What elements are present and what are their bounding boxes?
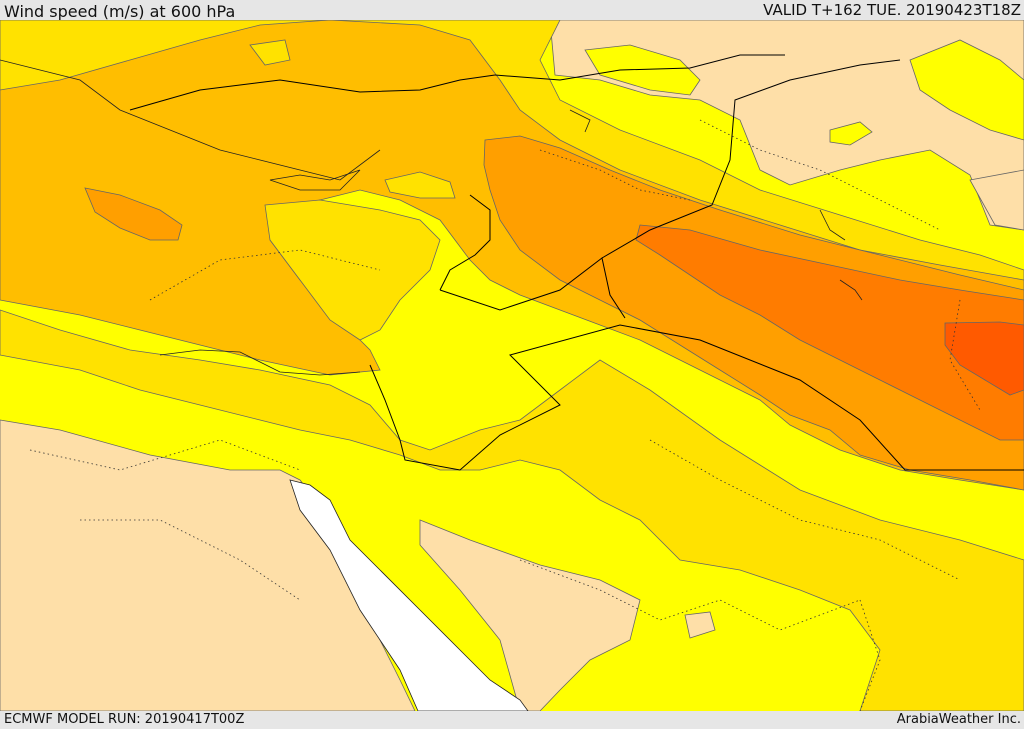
wind-band-orange-west [84, 187, 183, 241]
wind-band-orange [483, 135, 1024, 491]
wind-band-lightest-arabia [419, 519, 641, 711]
sea-white [289, 479, 529, 711]
wind-band-gold-island-2 [384, 171, 456, 199]
wind-band-dark-orange [635, 224, 1024, 441]
wind-speed-map [0, 20, 1024, 711]
wind-band-yellow-ne-3 [909, 39, 1024, 141]
wind-band-lightest-small-e [969, 169, 1024, 231]
wind-band-gold-island-1 [264, 199, 441, 341]
wind-band-red-orange [944, 321, 1024, 396]
country-borders [129, 54, 1024, 471]
model-run: ECMWF MODEL RUN: 20190417T00Z [4, 712, 245, 727]
valid-time: VALID T+162 TUE. 20190423T18Z [763, 1, 1021, 19]
wind-band-yellow-ne-1 [584, 44, 701, 96]
internal-borders [29, 119, 981, 711]
wind-band-yellow-ne-2 [829, 121, 873, 146]
map-canvas [0, 20, 1024, 711]
map-title: Wind speed (m/s) at 600 hPa [4, 2, 236, 21]
header-bar: Wind speed (m/s) at 600 hPa VALID T+162 … [0, 0, 1024, 21]
coastlines [0, 59, 863, 376]
wind-band-gold [0, 309, 1024, 711]
footer-bar: ECMWF MODEL RUN: 20190417T00Z ArabiaWeat… [0, 711, 1024, 729]
credit: ArabiaWeather Inc. [896, 712, 1021, 727]
wind-band-gold-island-3 [249, 39, 291, 66]
wind-band-lightest-patch-1 [684, 611, 716, 639]
